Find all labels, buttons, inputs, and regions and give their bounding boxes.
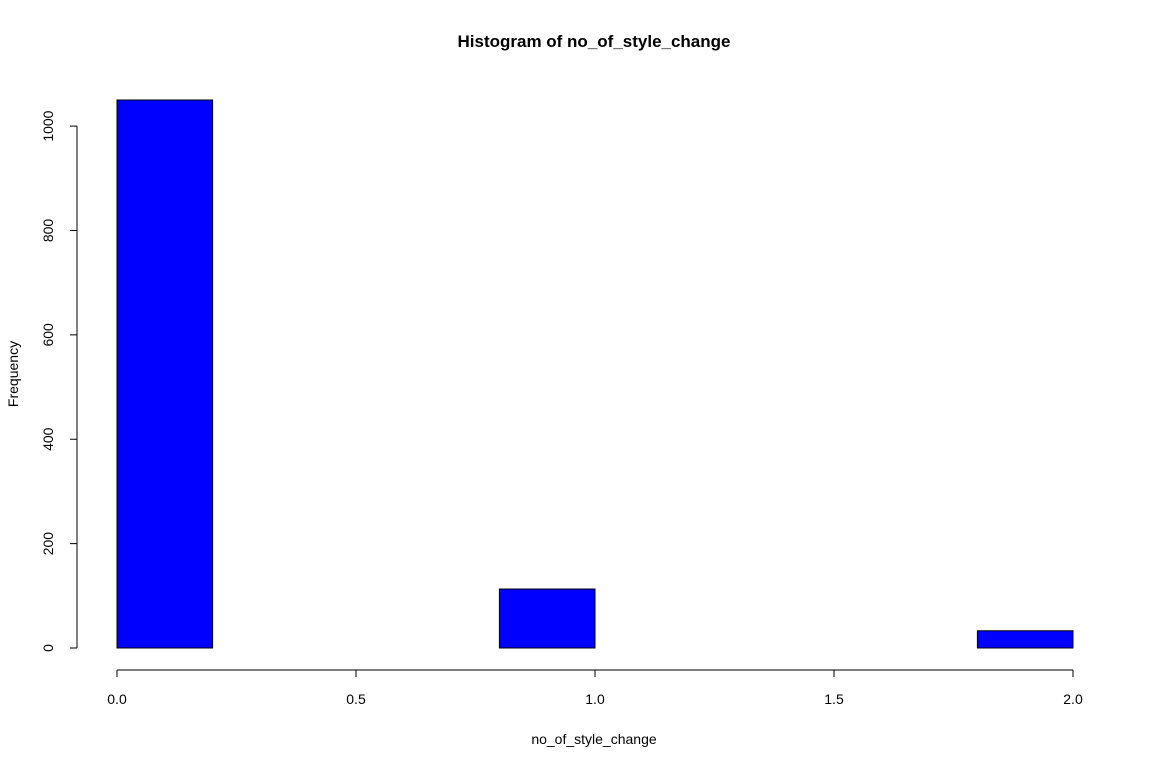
- x-tick-label: 0.5: [346, 691, 366, 707]
- histogram-bar: [116, 99, 214, 649]
- y-tick-label: 600: [40, 323, 56, 347]
- bars: [116, 99, 1074, 649]
- x-axis-label: no_of_style_change: [531, 731, 657, 747]
- y-tick-label: 200: [40, 532, 56, 556]
- y-axis-label: Frequency: [5, 341, 21, 407]
- x-tick-label: 1.5: [824, 691, 844, 707]
- y-tick-label: 800: [40, 219, 56, 243]
- chart-title: Histogram of no_of_style_change: [457, 32, 730, 51]
- histogram-bar: [976, 630, 1074, 649]
- x-axis: 0.0 0.5 1.0 1.5 2.0: [107, 669, 1083, 707]
- histogram-bar: [498, 588, 596, 649]
- y-axis: 0 200 400 600 800 1000: [40, 110, 78, 652]
- x-tick-label: 1.0: [585, 691, 605, 707]
- x-tick-label: 0.0: [107, 691, 127, 707]
- y-tick-label: 0: [40, 644, 56, 652]
- x-tick-label: 2.0: [1063, 691, 1083, 707]
- y-tick-label: 1000: [40, 110, 56, 141]
- y-tick-label: 400: [40, 427, 56, 451]
